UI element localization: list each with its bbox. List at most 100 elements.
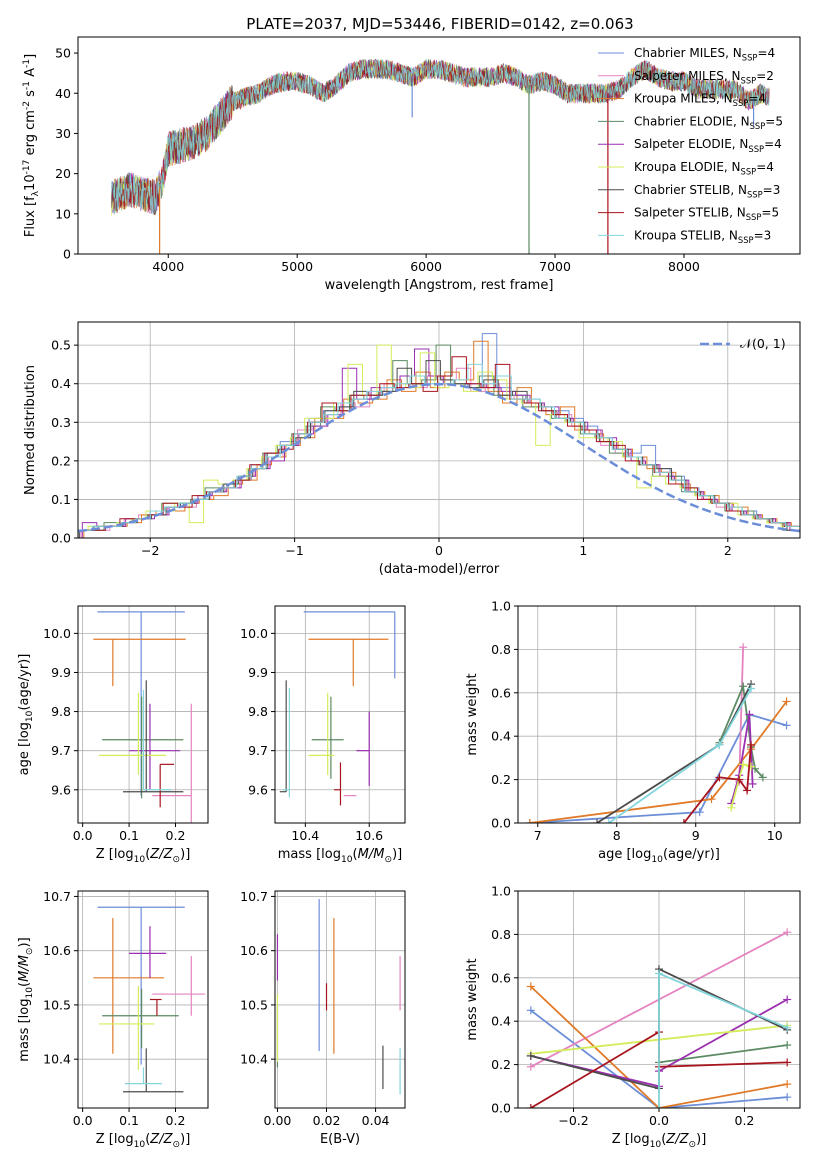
x-tick-label: 9 bbox=[692, 828, 700, 843]
y-tick-label: 10.4 bbox=[43, 1052, 71, 1067]
legend-entry: Kroupa MILES, NSSP=4 bbox=[634, 92, 766, 109]
y-tick-label: 30 bbox=[55, 126, 71, 141]
y-axis-label: mass weight bbox=[465, 958, 480, 1040]
x-tick-label: 7000 bbox=[539, 259, 571, 274]
y-tick-label: 1.0 bbox=[491, 884, 511, 899]
y-tick-label: 0.2 bbox=[491, 772, 511, 787]
x-tick-label: 7 bbox=[534, 828, 542, 843]
x-tick-label: 10 bbox=[767, 828, 783, 843]
age-vs-z-panel-frame: 0.0 0.1 0.2 9.6 9.7 9.8 9.9 10.0 Z [log10(Z/Z⊙)]… bbox=[17, 605, 209, 865]
legend-entry: Chabrier ELODIE, NSSP=5 bbox=[634, 114, 783, 131]
y-tick-label: 9.6 bbox=[51, 782, 71, 797]
y-axis-label: mass [log10(M/M⊙)] bbox=[17, 937, 35, 1061]
x-tick-label: 0.2 bbox=[166, 1113, 186, 1128]
y-tick-label: 0.8 bbox=[491, 642, 511, 657]
x-tick-label: 8 bbox=[613, 828, 621, 843]
y-tick-label: 9.8 bbox=[51, 704, 71, 719]
axes-frame bbox=[77, 36, 801, 255]
y-tick-label: 9.9 bbox=[51, 665, 71, 680]
weight-line bbox=[529, 700, 788, 823]
mass-vs-z-panel-marks bbox=[93, 906, 206, 1093]
axes-frame bbox=[274, 890, 406, 1109]
histogram-panel-frame: −2 −1 0 1 2 0.0 0.1 0.2 0.3 0.4 0.5 (data-model)/er… bbox=[23, 321, 801, 577]
mass-vs-ebv-panel-frame: 0.00 0.02 0.04 10.4 10.5 10.6 10.7 E(B-V) bbox=[240, 889, 406, 1147]
x-tick-label: 5000 bbox=[281, 259, 313, 274]
figure-title: PLATE=2037, MJD=53446, FIBERID=0142, z=0… bbox=[246, 15, 633, 33]
y-tick-label: 0.5 bbox=[51, 338, 71, 353]
mass-vs-ebv-panel bbox=[275, 891, 405, 1108]
x-axis-label: Z [log10(Z/Z⊙)] bbox=[96, 1132, 191, 1150]
age-vs-mass-panel-marks bbox=[279, 611, 396, 806]
axes-frame bbox=[77, 605, 209, 824]
age-vs-z-panel bbox=[78, 606, 208, 823]
legend-entry: Kroupa STELIB, NSSP=3 bbox=[634, 228, 771, 245]
legend-entry: Chabrier STELIB, NSSP=3 bbox=[634, 183, 780, 200]
y-tick-label: 0.3 bbox=[51, 415, 71, 430]
histogram-series bbox=[81, 348, 800, 538]
weight-line bbox=[529, 713, 787, 823]
x-tick-label: −2 bbox=[141, 543, 159, 558]
x-tick-label: 0.0 bbox=[73, 1113, 93, 1128]
y-tick-label: 10 bbox=[55, 206, 71, 221]
weight-vs-z-panel-marks bbox=[526, 928, 792, 1108]
spectrum-panel-frame: 4000 5000 6000 7000 8000 0 10 20 30 40 50 wavelengt… bbox=[22, 36, 801, 293]
y-tick-label: 10.6 bbox=[240, 943, 268, 958]
age-vs-mass-panel-frame: 10.4 10.6 9.6 9.7 9.8 9.9 10.0 mass [log10(M/M⊙… bbox=[240, 605, 406, 865]
y-tick-label: 9.6 bbox=[248, 782, 268, 797]
x-axis-label: E(B-V) bbox=[320, 1132, 360, 1147]
x-axis-label: (data-model)/error bbox=[379, 562, 500, 577]
x-tick-label: 0.1 bbox=[119, 1113, 139, 1128]
legend-entry: Kroupa ELODIE, NSSP=4 bbox=[634, 160, 774, 177]
y-axis-label: Normed distribution bbox=[23, 365, 38, 495]
y-axis-label: mass weight bbox=[465, 673, 480, 755]
x-tick-label: 10.4 bbox=[291, 828, 319, 843]
x-tick-label: 0.0 bbox=[649, 1113, 669, 1128]
y-tick-label: 1.0 bbox=[491, 599, 511, 614]
normal-curve bbox=[78, 382, 800, 533]
x-axis-label: mass [log10(M/M⊙)] bbox=[278, 847, 402, 865]
x-tick-label: 4000 bbox=[152, 259, 184, 274]
weight-line bbox=[530, 985, 788, 1108]
y-tick-label: 0.0 bbox=[491, 816, 511, 831]
y-tick-label: 9.8 bbox=[248, 704, 268, 719]
histogram-panel-marks bbox=[78, 333, 800, 538]
y-tick-label: 0.6 bbox=[491, 685, 511, 700]
y-tick-label: 50 bbox=[55, 46, 71, 61]
legend-entry: Salpeter STELIB, NSSP=5 bbox=[634, 206, 779, 223]
x-tick-label: 0.2 bbox=[166, 828, 186, 843]
y-tick-label: 0.4 bbox=[491, 729, 511, 744]
weight-vs-age-panel bbox=[518, 605, 800, 824]
mass-vs-z-panel bbox=[78, 891, 208, 1108]
x-tick-label: 0.1 bbox=[119, 828, 139, 843]
x-axis-label: Z [log10(Z/Z⊙)] bbox=[612, 1132, 707, 1150]
y-tick-label: 0.6 bbox=[491, 970, 511, 985]
age-vs-z-panel-marks bbox=[93, 611, 192, 823]
weight-vs-age-panel-marks bbox=[525, 643, 791, 823]
age-vs-mass-panel bbox=[275, 606, 405, 823]
mass-vs-z-panel-frame: 0.0 0.1 0.2 10.4 10.5 10.6 10.7 Z [log10(Z/Z⊙)]… bbox=[17, 889, 209, 1150]
axes-frame bbox=[274, 605, 406, 824]
y-tick-label: 0.4 bbox=[51, 376, 71, 391]
histogram-series bbox=[78, 344, 796, 531]
x-tick-label: 2 bbox=[724, 543, 732, 558]
spectrum-legend: Chabrier MILES, NSSP=4 Salpeter MILES, NS… bbox=[598, 46, 783, 245]
x-tick-label: 6000 bbox=[410, 259, 442, 274]
mass-vs-ebv-panel-marks bbox=[276, 899, 401, 1095]
y-axis-label: age [log10(age/yr)] bbox=[17, 654, 35, 776]
x-tick-label: 0.0 bbox=[73, 828, 93, 843]
y-tick-label: 0.2 bbox=[51, 453, 71, 468]
x-tick-label: 0 bbox=[435, 543, 443, 558]
x-axis-label: Z [log10(Z/Z⊙)] bbox=[96, 847, 191, 865]
weight-vs-z-panel-frame: −0.2 0.0 0.2 0.0 0.2 0.4 0.6 0.8 1.0 Z [log10(Z/Z… bbox=[465, 884, 801, 1150]
y-tick-label: 0.1 bbox=[51, 492, 71, 507]
y-tick-label: 9.7 bbox=[51, 743, 71, 758]
x-tick-label: 0.2 bbox=[735, 1113, 755, 1128]
axes-frame bbox=[77, 890, 209, 1109]
x-tick-label: 8000 bbox=[668, 259, 700, 274]
x-axis-label: wavelength [Angstrom, rest frame] bbox=[325, 278, 554, 293]
y-tick-label: 10.7 bbox=[43, 889, 71, 904]
weight-line bbox=[738, 647, 744, 782]
y-tick-label: 10.5 bbox=[240, 997, 268, 1012]
y-tick-label: 10.7 bbox=[240, 889, 268, 904]
